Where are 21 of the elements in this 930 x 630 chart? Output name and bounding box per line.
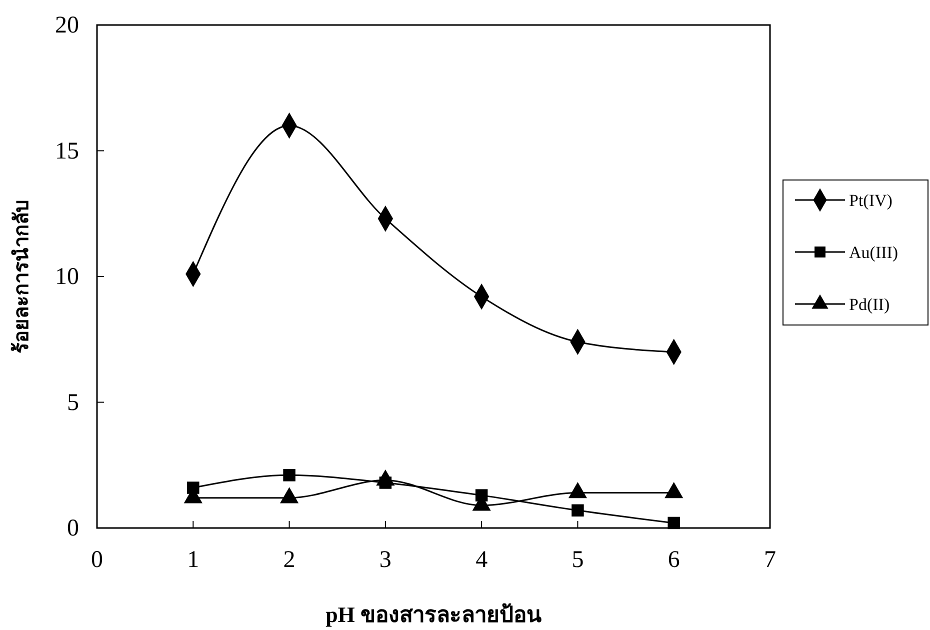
x-tick-label: 5 [572, 547, 584, 574]
y-tick-label: 5 [67, 390, 79, 416]
y-tick-label: 20 [55, 12, 79, 39]
point [283, 469, 296, 482]
x-tick-label: 6 [668, 547, 680, 574]
x-tick-label: 3 [379, 547, 392, 574]
x-axis-title: pH ของสารละลายป้อน [326, 602, 542, 627]
legend-label: Au(III) [849, 243, 898, 262]
x-tick-label: 0 [91, 547, 103, 574]
point [572, 504, 584, 517]
x-tick-label: 7 [764, 547, 776, 574]
y-tick-label: 10 [55, 264, 79, 290]
y-tick-label: 0 [67, 516, 79, 542]
point [668, 516, 680, 530]
legend-label: Pt(IV) [849, 191, 892, 210]
x-tick-label: 1 [187, 547, 200, 574]
x-tick-label: 4 [476, 547, 488, 574]
y-axis-title: ร้อยละการนำกลับ [10, 200, 33, 354]
x-tick-label: 2 [283, 547, 296, 574]
legend-label: Pd(II) [849, 295, 890, 314]
y-tick-label: 15 [55, 138, 79, 164]
